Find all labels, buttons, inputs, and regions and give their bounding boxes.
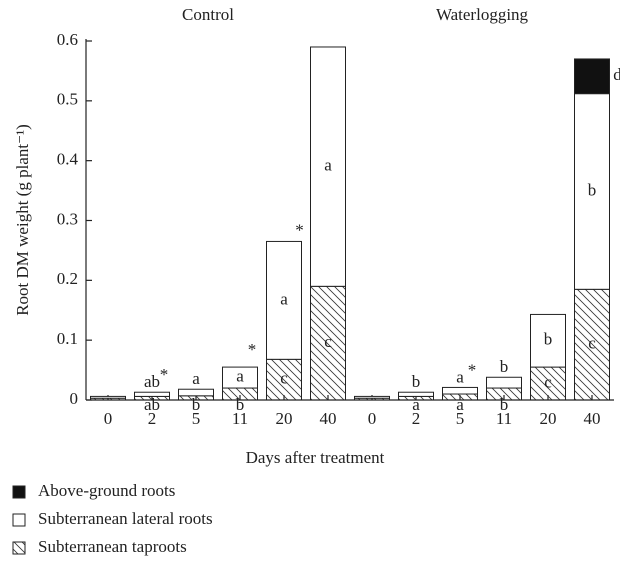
segment-label: a — [236, 366, 244, 385]
bar-segment — [90, 395, 126, 399]
x-tick-label: 40 — [584, 409, 601, 428]
legend-label: Subterranean taproots — [38, 537, 187, 556]
legend-swatch — [12, 541, 26, 555]
significance-mark: * — [160, 365, 169, 384]
segment-label: c — [544, 372, 552, 391]
y-tick-label: 0.4 — [57, 150, 79, 169]
y-tick-label: 0.3 — [57, 209, 78, 228]
segment-label: b — [500, 357, 509, 376]
segment-label: c — [280, 369, 288, 388]
segment-label: b — [588, 180, 597, 199]
x-tick-label: 20 — [540, 409, 557, 428]
bar-segment — [266, 240, 302, 360]
bar-segment — [134, 391, 170, 397]
bar-segment — [486, 376, 522, 389]
bar-segment — [266, 358, 302, 401]
x-tick-label: 5 — [456, 409, 465, 428]
bar-segment — [530, 366, 566, 401]
legend-swatch — [12, 485, 26, 499]
x-tick-label: 0 — [368, 409, 377, 428]
y-axis-title: Root DM weight (g plant⁻¹) — [13, 124, 32, 316]
legend-label: Subterranean lateral roots — [38, 509, 213, 528]
segment-label: b — [500, 395, 509, 414]
segment-label: b — [544, 330, 553, 349]
significance-mark: * — [295, 220, 304, 239]
x-tick-label: 2 — [412, 409, 421, 428]
segment-label: d — [613, 65, 620, 84]
bar-segment — [178, 388, 214, 397]
bar-segment — [310, 46, 346, 287]
segment-label: a — [280, 289, 288, 308]
segment-label: a — [456, 395, 464, 414]
y-tick-label: 0.2 — [57, 269, 78, 288]
segment-label: ab — [144, 372, 160, 391]
x-tick-label: 2 — [148, 409, 157, 428]
x-axis-title: Days after treatment — [246, 448, 385, 467]
bar-segment — [354, 395, 390, 399]
x-tick-label: 5 — [192, 409, 201, 428]
segment-label: a — [324, 156, 332, 175]
legend-swatch — [12, 513, 26, 527]
segment-label: b — [412, 372, 421, 391]
x-tick-label: 11 — [496, 409, 512, 428]
bar-segment — [574, 288, 610, 401]
significance-mark: * — [468, 360, 477, 379]
significance-mark: * — [248, 340, 257, 359]
y-tick-label: 0.6 — [57, 30, 78, 49]
bar-segment — [574, 58, 610, 95]
x-tick-label: 0 — [104, 409, 113, 428]
segment-label: c — [324, 332, 332, 351]
legend-label: Above-ground roots — [38, 481, 175, 500]
segment-label: ab — [144, 395, 160, 414]
segment-label: a — [192, 369, 200, 388]
y-tick-label: 0.1 — [57, 329, 78, 348]
segment-label: a — [456, 367, 464, 386]
y-tick-label: 0 — [70, 389, 79, 408]
bar-segment — [574, 93, 610, 290]
group-label: Control — [182, 5, 234, 24]
segment-label: a — [412, 395, 420, 414]
x-tick-label: 20 — [276, 409, 293, 428]
segment-label: c — [588, 334, 596, 353]
bar-segment — [530, 313, 566, 368]
x-tick-label: 11 — [232, 409, 248, 428]
x-tick-label: 40 — [320, 409, 337, 428]
y-tick-label: 0.5 — [57, 90, 78, 109]
bar-segment — [398, 391, 434, 397]
bar-segment — [310, 285, 346, 401]
segment-label: b — [236, 395, 245, 414]
bar-segment — [222, 366, 258, 389]
segment-label: b — [192, 395, 201, 414]
bar-segment — [442, 386, 478, 395]
group-label: Waterlogging — [436, 5, 529, 24]
